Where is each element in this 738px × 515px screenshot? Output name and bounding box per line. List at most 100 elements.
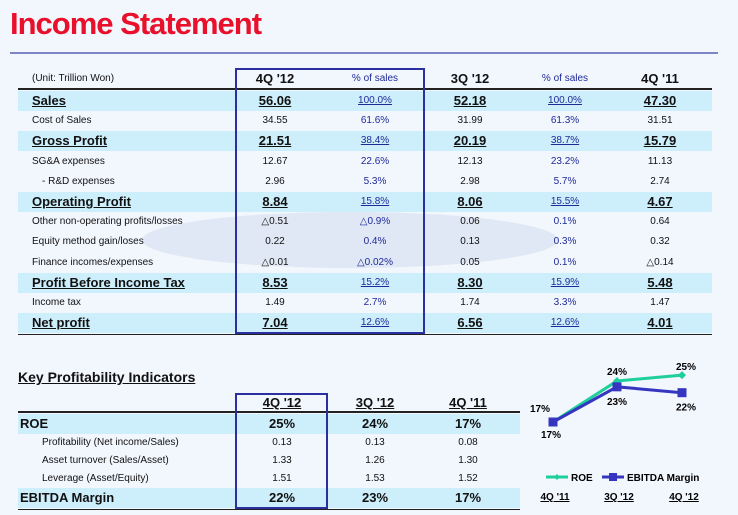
row-label: Leverage (Asset/Equity) — [42, 473, 149, 484]
kpi-title: Key Profitability Indicators — [18, 369, 196, 385]
row-label: EBITDA Margin — [20, 490, 115, 505]
table-row: Leverage (Asset/Equity) 1.51 1.53 1.52 — [18, 470, 520, 488]
legend-roe-marker — [554, 474, 560, 480]
legend-ebitda-marker — [609, 473, 617, 481]
cell-value: 15.9% — [550, 276, 580, 288]
data-label: 17% — [530, 404, 550, 415]
cell-value: 8.30 — [457, 274, 483, 290]
cell-value: 34.55 — [262, 115, 288, 127]
cell-value: △0.01 — [261, 256, 289, 268]
cell-value: 20.19 — [453, 133, 487, 149]
data-label: 24% — [607, 367, 627, 378]
title-divider — [10, 52, 718, 54]
cell-value: 24% — [361, 416, 389, 431]
table-row: EBITDA Margin 22% 23% 17% — [18, 488, 520, 508]
cell-value: 0.08 — [458, 437, 478, 448]
table-row: Profit Before Income Tax 8.53 15.2% 8.30 15.… — [18, 272, 712, 293]
cell-value: 52.18 — [453, 93, 487, 108]
x-tick-label: 4Q '12 — [669, 492, 699, 503]
row-label: SG&A expenses — [32, 155, 105, 167]
kpi-highlight-box — [235, 393, 328, 509]
cell-value: 5.48 — [647, 274, 673, 290]
cell-value: 12.6% — [550, 317, 580, 329]
cell-value: △0.9% — [359, 216, 391, 228]
cell-value: 0.64 — [650, 216, 670, 228]
table-row: Operating Profit 8.84 15.8% 8.06 15.5% 4.67 — [18, 192, 712, 212]
cell-value: △0.02% — [356, 256, 394, 268]
cell-value: 0.4% — [363, 236, 387, 248]
table-row: ROE 25% 24% 17% — [18, 414, 520, 434]
cell-value: 100.0% — [358, 95, 392, 106]
cell-value: 5.3% — [363, 175, 387, 187]
row-label: Asset turnover (Sales/Asset) — [42, 455, 169, 466]
cell-value: 25% — [268, 416, 296, 431]
kpi-header: 4Q '12 3Q '12 4Q '11 — [18, 393, 520, 413]
cell-value: 15.8% — [360, 196, 390, 207]
data-point — [677, 388, 687, 398]
cell-value: 61.6% — [360, 115, 390, 127]
cell-value: 2.74 — [650, 175, 670, 187]
row-label: Profit Before Income Tax — [32, 274, 185, 290]
cell-value: 5.7% — [553, 175, 577, 187]
cell-value: △0.51 — [261, 216, 289, 228]
column-header: % of sales — [541, 73, 589, 84]
cell-value: 0.1% — [553, 256, 577, 268]
cell-value: 17% — [454, 416, 482, 431]
cell-value: 8.06 — [457, 194, 483, 209]
table-row: Cost of Sales 34.55 61.6% 31.99 61.3% 31.51 — [18, 111, 712, 131]
data-label: 25% — [676, 362, 696, 373]
cell-value: 2.7% — [363, 297, 387, 308]
column-header: 4Q '11 — [449, 395, 487, 410]
data-point — [548, 417, 558, 427]
cell-value: 2.96 — [265, 175, 285, 187]
cell-value: 4.01 — [647, 315, 673, 331]
cell-value: 23.2% — [550, 155, 580, 167]
cell-value: 6.56 — [457, 315, 483, 331]
column-header: 3Q '12 — [450, 71, 490, 86]
kpi-table: 4Q '12 3Q '12 4Q '11 ROE 25% 24% 17% Profitabil… — [18, 393, 520, 510]
cell-value: 0.06 — [460, 216, 480, 228]
table-row: Gross Profit 21.51 38.4% 20.19 38.7% 15.79 — [18, 131, 712, 152]
row-label: Operating Profit — [32, 194, 131, 209]
cell-value: 0.05 — [460, 256, 480, 268]
cell-value: 15.2% — [360, 276, 390, 288]
data-label: 22% — [676, 403, 696, 414]
table-row: Income tax 1.49 2.7% 1.74 3.3% 1.47 — [18, 293, 712, 313]
column-header: % of sales — [351, 73, 399, 84]
column-header: 4Q '12 — [262, 395, 302, 410]
table-row: Asset turnover (Sales/Asset) 1.33 1.26 1.30 — [18, 452, 520, 470]
data-point — [678, 371, 686, 380]
cell-value: 1.51 — [272, 473, 292, 484]
row-label: Gross Profit — [32, 133, 108, 149]
samsung-watermark — [142, 212, 558, 268]
cell-value: 0.22 — [265, 236, 285, 248]
cell-value: △0.14 — [646, 256, 674, 268]
cell-value: 12.13 — [457, 155, 483, 167]
row-label: Net profit — [32, 315, 90, 331]
cell-value: 11.13 — [647, 155, 673, 167]
cell-value: 12.6% — [360, 317, 390, 329]
column-header: 4Q '12 — [255, 71, 295, 86]
cell-value: 0.3% — [553, 236, 577, 248]
table-bottom-rule — [18, 334, 712, 335]
data-point — [612, 382, 622, 392]
table-row: Finance incomes/expenses △0.01 △0.02% 0.05 0… — [18, 253, 712, 273]
table-row: Profitability (Net income/Sales) 0.13 0.13… — [18, 434, 520, 452]
table-row: SG&A expenses 12.67 22.6% 12.13 23.2% 11.13 — [18, 152, 712, 172]
cell-value: 47.30 — [643, 93, 677, 108]
cell-value: 1.74 — [460, 297, 480, 308]
cell-value: 22% — [268, 490, 296, 505]
row-label: Sales — [32, 93, 66, 108]
cell-value: 1.52 — [458, 473, 478, 484]
row-label: Equity method gain/loses — [32, 236, 144, 248]
income-statement-table: (Unit: Trillion Won) 4Q '12 % of sales 3Q … — [18, 68, 712, 338]
data-label: 17% — [541, 430, 561, 441]
cell-value: 0.32 — [650, 236, 670, 248]
cell-value: 8.53 — [262, 274, 288, 290]
cell-value: 22.6% — [360, 155, 390, 167]
page-title: Income Statement — [10, 6, 262, 41]
cell-value: 0.13 — [460, 236, 480, 248]
cell-value: 100.0% — [548, 95, 582, 106]
x-tick-label: 4Q '11 — [540, 492, 570, 503]
cell-value: 1.47 — [650, 297, 670, 308]
